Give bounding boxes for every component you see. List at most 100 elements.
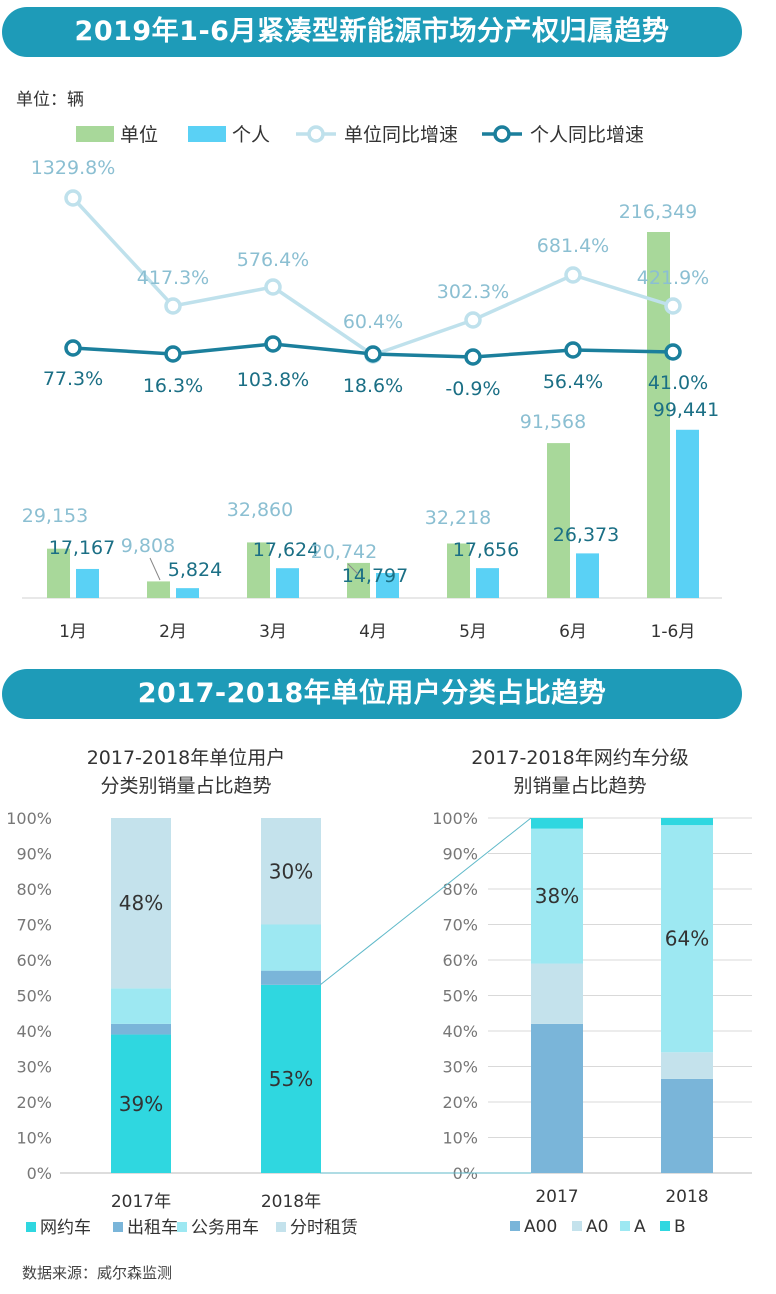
unit-growth-label: 417.3% — [137, 267, 209, 289]
bar-segment-网约车 — [261, 984, 321, 1173]
chart-title-line: 2017-2018年单位用户 — [87, 747, 286, 769]
segment-label: 48% — [119, 891, 163, 915]
bar-unit-label: 32,218 — [425, 507, 491, 529]
unit-growth-label: 576.4% — [237, 249, 309, 271]
section-title-2: 2017-2018年单位用户分类占比趋势 — [2, 669, 742, 719]
bar-segment-分时租赁 — [261, 818, 321, 925]
bar-segment-出租车 — [111, 1023, 171, 1035]
bar-personal-label: 17,624 — [253, 539, 319, 561]
legend-label-0: 单位 — [120, 124, 158, 146]
personal-growth-label: 77.3% — [43, 368, 103, 390]
legend-swatch — [620, 1221, 630, 1231]
x-tick-label: 3月 — [259, 622, 287, 642]
personal-growth-label: 18.6% — [343, 375, 403, 397]
bar-personal — [376, 572, 399, 598]
bar-unit — [347, 562, 370, 598]
y-tick-label: 0% — [27, 1164, 52, 1183]
ownership-trend-chart: 单位：辆单位 个人 单位同比增速 个人同比增速 1月 2月 3月 4月 5月 6月 1-6月 29,1… — [16, 90, 722, 642]
bar-unit-label: 20,742 — [311, 541, 377, 563]
unit-growth-point — [264, 278, 282, 296]
y-tick-label: 50% — [16, 987, 52, 1006]
legend-label: 出租车 — [127, 1218, 178, 1238]
personal-growth-point — [364, 345, 382, 363]
y-tick-label: 40% — [442, 1022, 478, 1041]
x-tick-label: 2017年 — [111, 1192, 171, 1212]
legend-label-1: 个人 — [232, 124, 270, 146]
legend-swatch-0 — [76, 126, 114, 142]
unit-growth-label: 421.9% — [637, 267, 709, 289]
bar-personal — [576, 553, 599, 598]
y-tick-label: 100% — [6, 809, 52, 828]
unit-growth-label: 302.3% — [437, 281, 509, 303]
y-tick-label: 60% — [442, 951, 478, 970]
segment-label: 39% — [119, 1092, 163, 1116]
bar-segment-B — [661, 818, 713, 826]
x-tick-label: 2017 — [535, 1187, 578, 1207]
legend-swatch — [276, 1222, 286, 1232]
personal-growth-label: 41.0% — [648, 372, 708, 394]
bar-unit — [447, 543, 470, 598]
personal-growth-label: 16.3% — [143, 375, 203, 397]
legend-label-3: 个人同比增速 — [530, 124, 644, 146]
personal-growth-point — [464, 348, 482, 366]
leader-line — [347, 563, 359, 575]
y-tick-label: 20% — [16, 1093, 52, 1112]
chart-title-line: 2017-2018年网约车分级 — [471, 747, 689, 769]
bar-segment-分时租赁 — [111, 818, 171, 989]
y-tick-label: 90% — [442, 845, 478, 864]
bar-segment-A0 — [661, 1052, 713, 1079]
personal-growth-point — [564, 341, 582, 359]
personal-growth-label: 103.8% — [237, 369, 309, 391]
bar-unit-label: 29,153 — [22, 505, 88, 527]
bar-unit-label: 32,860 — [227, 499, 293, 521]
y-tick-label: 10% — [442, 1129, 478, 1148]
bar-segment-A00 — [661, 1078, 713, 1173]
bar-segment-出租车 — [261, 970, 321, 985]
bar-unit-label: 91,568 — [520, 411, 586, 433]
legend-swatch — [113, 1222, 123, 1232]
bar-unit-label: 9,808 — [121, 535, 175, 557]
personal-growth-point — [164, 345, 182, 363]
legend-label: A0 — [586, 1217, 608, 1237]
y-tick-label: 50% — [442, 987, 478, 1006]
bar-unit — [647, 232, 670, 598]
segment-label: 64% — [665, 927, 709, 951]
personal-growth-point — [264, 335, 282, 353]
y-tick-label: 80% — [16, 880, 52, 899]
segment-label: 30% — [269, 859, 313, 883]
legend-swatch — [26, 1222, 36, 1232]
bar-segment-网约车 — [111, 1034, 171, 1173]
legend-label: B — [674, 1217, 686, 1237]
legend-label-2: 单位同比增速 — [344, 124, 458, 146]
segment-label: 38% — [535, 884, 579, 908]
legend-marker-2 — [307, 125, 325, 143]
y-tick-label: 90% — [16, 845, 52, 864]
bar-unit — [247, 542, 270, 598]
bar-personal-label: 17,167 — [49, 537, 115, 559]
unit-growth-label: 681.4% — [537, 235, 609, 257]
bar-personal-label: 26,373 — [553, 524, 619, 546]
bar-personal — [176, 588, 199, 598]
unit-growth-point — [564, 266, 582, 284]
personal-growth-label: -0.9% — [445, 378, 500, 400]
section-title-1: 2019年1-6月紧凑型新能源市场分产权归属趋势 — [2, 7, 742, 57]
bar-segment-公务用车 — [111, 988, 171, 1024]
x-tick-label: 4月 — [359, 622, 387, 642]
unit-growth-point — [64, 189, 82, 207]
y-tick-label: 70% — [442, 916, 478, 935]
connector-line — [319, 817, 532, 986]
legend-swatch — [572, 1221, 582, 1231]
legend-label: 分时租赁 — [290, 1218, 358, 1238]
bar-personal — [676, 429, 699, 598]
leader-line — [149, 557, 161, 581]
bar-unit — [147, 581, 170, 598]
x-tick-label: 2月 — [159, 622, 187, 642]
chart-title-line: 分类别销量占比趋势 — [100, 775, 271, 797]
y-tick-label: 70% — [16, 916, 52, 935]
x-tick-label: 6月 — [559, 622, 587, 642]
y-tick-label: 30% — [442, 1058, 478, 1077]
x-tick-label: 2018 — [665, 1187, 708, 1207]
segment-label: 53% — [269, 1067, 313, 1091]
legend-swatch — [510, 1221, 520, 1231]
